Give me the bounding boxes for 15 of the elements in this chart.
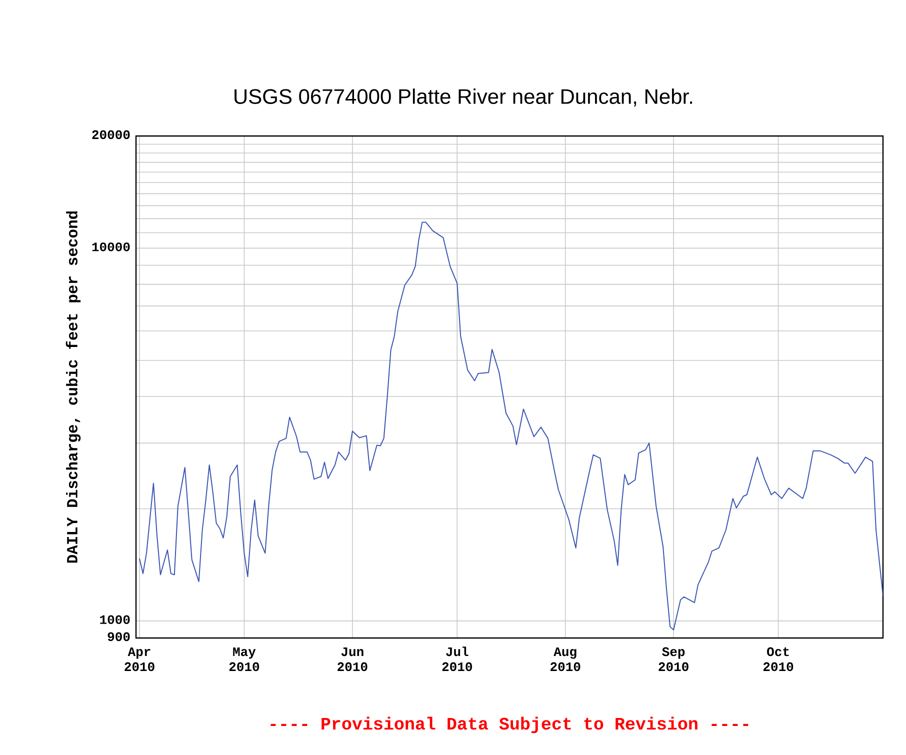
x-tick-label: Jul 2010 [442,646,472,672]
y-axis-title: DAILY Discharge, cubic feet per second [66,211,81,563]
chart-title: USGS 06774000 Platte River near Duncan, Nebr. [234,88,692,106]
x-tick-label: Apr 2010 [124,647,154,672]
x-tick-label: Jun 2010 [338,647,368,672]
y-tick-label: 1000 [100,615,130,624]
y-tick-label: 900 [108,632,130,642]
x-tick-label: Oct 2010 [763,647,794,672]
line-series [138,222,883,630]
y-tick-label: 20000 [92,130,130,140]
text: ---- Provisional Data Subject to Revision ---- [270,716,748,734]
x-tick-label: Aug 2010 [550,647,580,672]
y-tick-label: 10000 [92,242,130,252]
x-tick-label: May 2010 [229,647,260,672]
x-tick-label: Sep 2010 [658,647,688,672]
